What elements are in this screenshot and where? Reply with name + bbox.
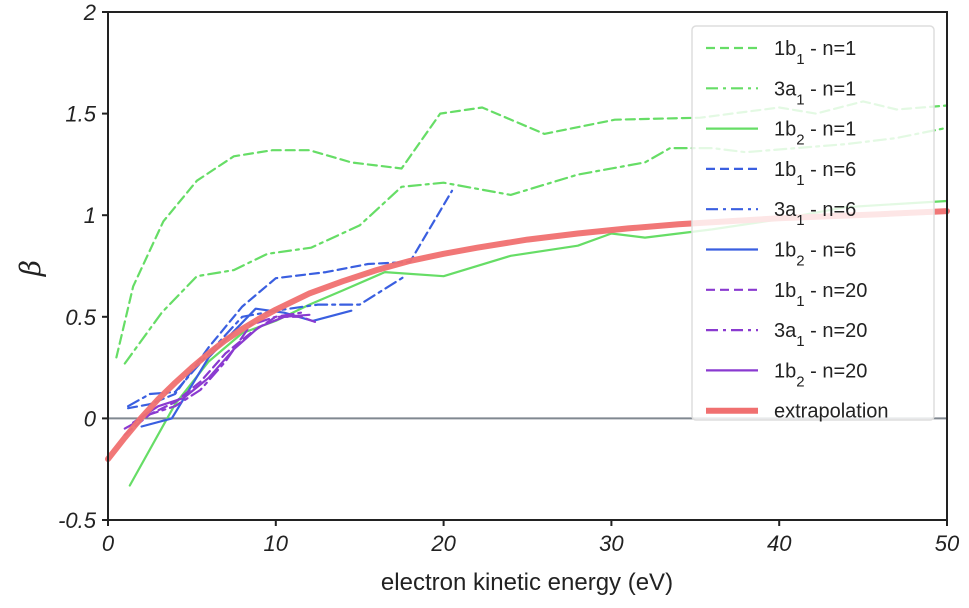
x-axis-label: electron kinetic energy (eV)	[381, 569, 673, 596]
legend-label-3: 1b1 - n=6	[774, 159, 856, 189]
y-tick-label: -0.5	[58, 508, 97, 533]
y-tick-label: 1.5	[65, 102, 96, 127]
legend-label-6: 1b1 - n=20	[774, 280, 867, 310]
y-tick-label: 2	[83, 0, 96, 25]
legend-label-4: 3a1 - n=6	[774, 199, 856, 229]
y-tick-label: 0	[84, 406, 97, 431]
x-tick-label: 40	[767, 531, 792, 556]
series-line-4	[127, 275, 407, 408]
legend-box	[691, 25, 935, 421]
series-line-1	[123, 126, 949, 365]
x-tick-label: 20	[430, 531, 456, 556]
x-tick-label: 50	[935, 531, 960, 556]
y-tick-label: 1	[84, 203, 96, 228]
legend: 1b1 - n=1 3a1 - n=1 1b2 - n=1 1b1 - n=6 3a1 …	[691, 25, 935, 423]
x-tick-label: 30	[599, 531, 624, 556]
legend-label-9: extrapolation	[774, 401, 889, 423]
legend-label-2: 1b2 - n=1	[774, 119, 856, 149]
legend-label-7: 3a1 - n=20	[774, 320, 867, 350]
legend-label-5: 1b2 - n=6	[774, 240, 856, 270]
plot-frame	[107, 11, 948, 521]
series-line-8	[132, 313, 311, 424]
x-tick-label: 10	[264, 531, 289, 556]
y-axis-label: β	[14, 260, 47, 277]
series-line-6	[123, 315, 319, 436]
series-line-7	[123, 311, 303, 430]
x-tick-label: 0	[102, 531, 115, 556]
y-tick-label: 0.5	[65, 305, 96, 330]
legend-label-1: 3a1 - n=1	[774, 78, 856, 108]
legend-label-0: 1b1 - n=1	[774, 38, 856, 68]
legend-label-8: 1b2 - n=20	[774, 360, 867, 390]
